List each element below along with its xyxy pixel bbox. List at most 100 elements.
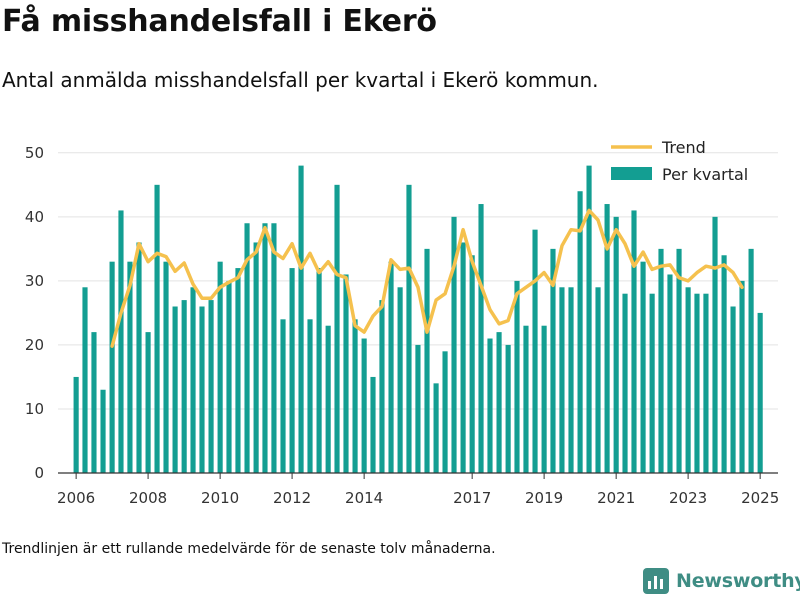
bar (271, 223, 277, 473)
x-tick-label: 2025 (741, 489, 779, 507)
bar (262, 223, 268, 473)
y-tick-label: 40 (25, 208, 44, 226)
legend-bar-swatch (611, 167, 652, 180)
bar (568, 287, 574, 473)
bar (478, 204, 484, 473)
bar (748, 248, 754, 473)
bar (694, 293, 700, 473)
bar (469, 255, 475, 473)
y-tick-label: 20 (25, 336, 44, 354)
chart-logo-icon (643, 568, 669, 594)
bar (136, 242, 142, 473)
bar (190, 287, 196, 473)
bar (235, 268, 241, 473)
bar (325, 325, 331, 473)
bar (82, 287, 88, 473)
bar (91, 332, 97, 473)
bar (217, 261, 223, 473)
bar (343, 274, 349, 473)
bar (712, 216, 718, 473)
x-tick-label: 2012 (273, 489, 311, 507)
bar (559, 287, 565, 473)
bar (613, 216, 619, 473)
y-tick-label: 0 (34, 464, 44, 482)
bar (406, 184, 412, 474)
x-tick-label: 2019 (525, 489, 563, 507)
bar (163, 261, 169, 473)
x-tick-label: 2023 (669, 489, 707, 507)
bar (289, 268, 295, 473)
bar (730, 306, 736, 473)
bar (577, 191, 583, 473)
bar (172, 306, 178, 473)
bar (595, 287, 601, 473)
bar (514, 280, 520, 473)
bar (397, 287, 403, 473)
bar (685, 287, 691, 473)
bar (676, 248, 682, 473)
bar (433, 383, 439, 473)
legend-trend-label: Trend (661, 138, 706, 157)
bar (226, 280, 232, 473)
legend: Trend Per kvartal (611, 138, 748, 184)
bar (352, 319, 358, 473)
y-tick-label: 10 (25, 400, 44, 418)
chart-title: Få misshandelsfall i Ekerö (2, 4, 437, 39)
bar (649, 293, 655, 473)
bar (154, 184, 160, 474)
trend-line (110, 208, 744, 348)
bar (451, 216, 457, 473)
bar (316, 268, 322, 473)
bar (532, 229, 538, 473)
bar (109, 261, 115, 473)
bar (622, 293, 628, 473)
bar (640, 261, 646, 473)
bar (442, 351, 448, 473)
bar (118, 210, 124, 473)
y-tick-label: 50 (25, 144, 44, 162)
bar (523, 325, 529, 473)
x-tick-label: 2006 (57, 489, 95, 507)
bar (361, 338, 367, 473)
bar (505, 344, 511, 473)
bar (739, 280, 745, 473)
x-tick-label: 2017 (453, 489, 491, 507)
y-axis-ticks: 0 10 20 30 40 50 (25, 144, 44, 482)
bar (757, 312, 763, 473)
x-tick-label: 2008 (129, 489, 167, 507)
bar (307, 319, 313, 473)
bar (73, 376, 79, 473)
bar (181, 300, 187, 473)
bar (658, 248, 664, 473)
footnote: Trendlinjen är ett rullande medelvärde f… (2, 541, 496, 557)
x-tick-label: 2021 (597, 489, 635, 507)
bar (586, 165, 592, 473)
bar (541, 325, 547, 473)
bar (550, 248, 556, 473)
bar (100, 389, 106, 473)
bar (604, 204, 610, 473)
bar (721, 255, 727, 473)
bar (487, 338, 493, 473)
bar (496, 332, 502, 473)
bar (415, 344, 421, 473)
bar-series (73, 165, 763, 474)
bar-chart: 2006 2008 2010 2012 2014 2017 2019 2021 2023 2025… (25, 138, 779, 507)
y-tick-label: 30 (25, 272, 44, 290)
bar (379, 300, 385, 473)
bar (460, 242, 466, 473)
bar (631, 210, 637, 473)
bar (370, 376, 376, 473)
bar (667, 274, 673, 473)
bar (280, 319, 286, 473)
bar (199, 306, 205, 473)
bar (244, 223, 250, 473)
chart-subtitle: Antal anmälda misshandelsfall per kvarta… (2, 68, 599, 92)
bar (127, 261, 133, 473)
bar (145, 332, 151, 473)
bar (298, 165, 304, 473)
bar (208, 300, 214, 473)
x-tick-label: 2010 (201, 489, 239, 507)
bar (424, 248, 430, 473)
bar (388, 261, 394, 473)
